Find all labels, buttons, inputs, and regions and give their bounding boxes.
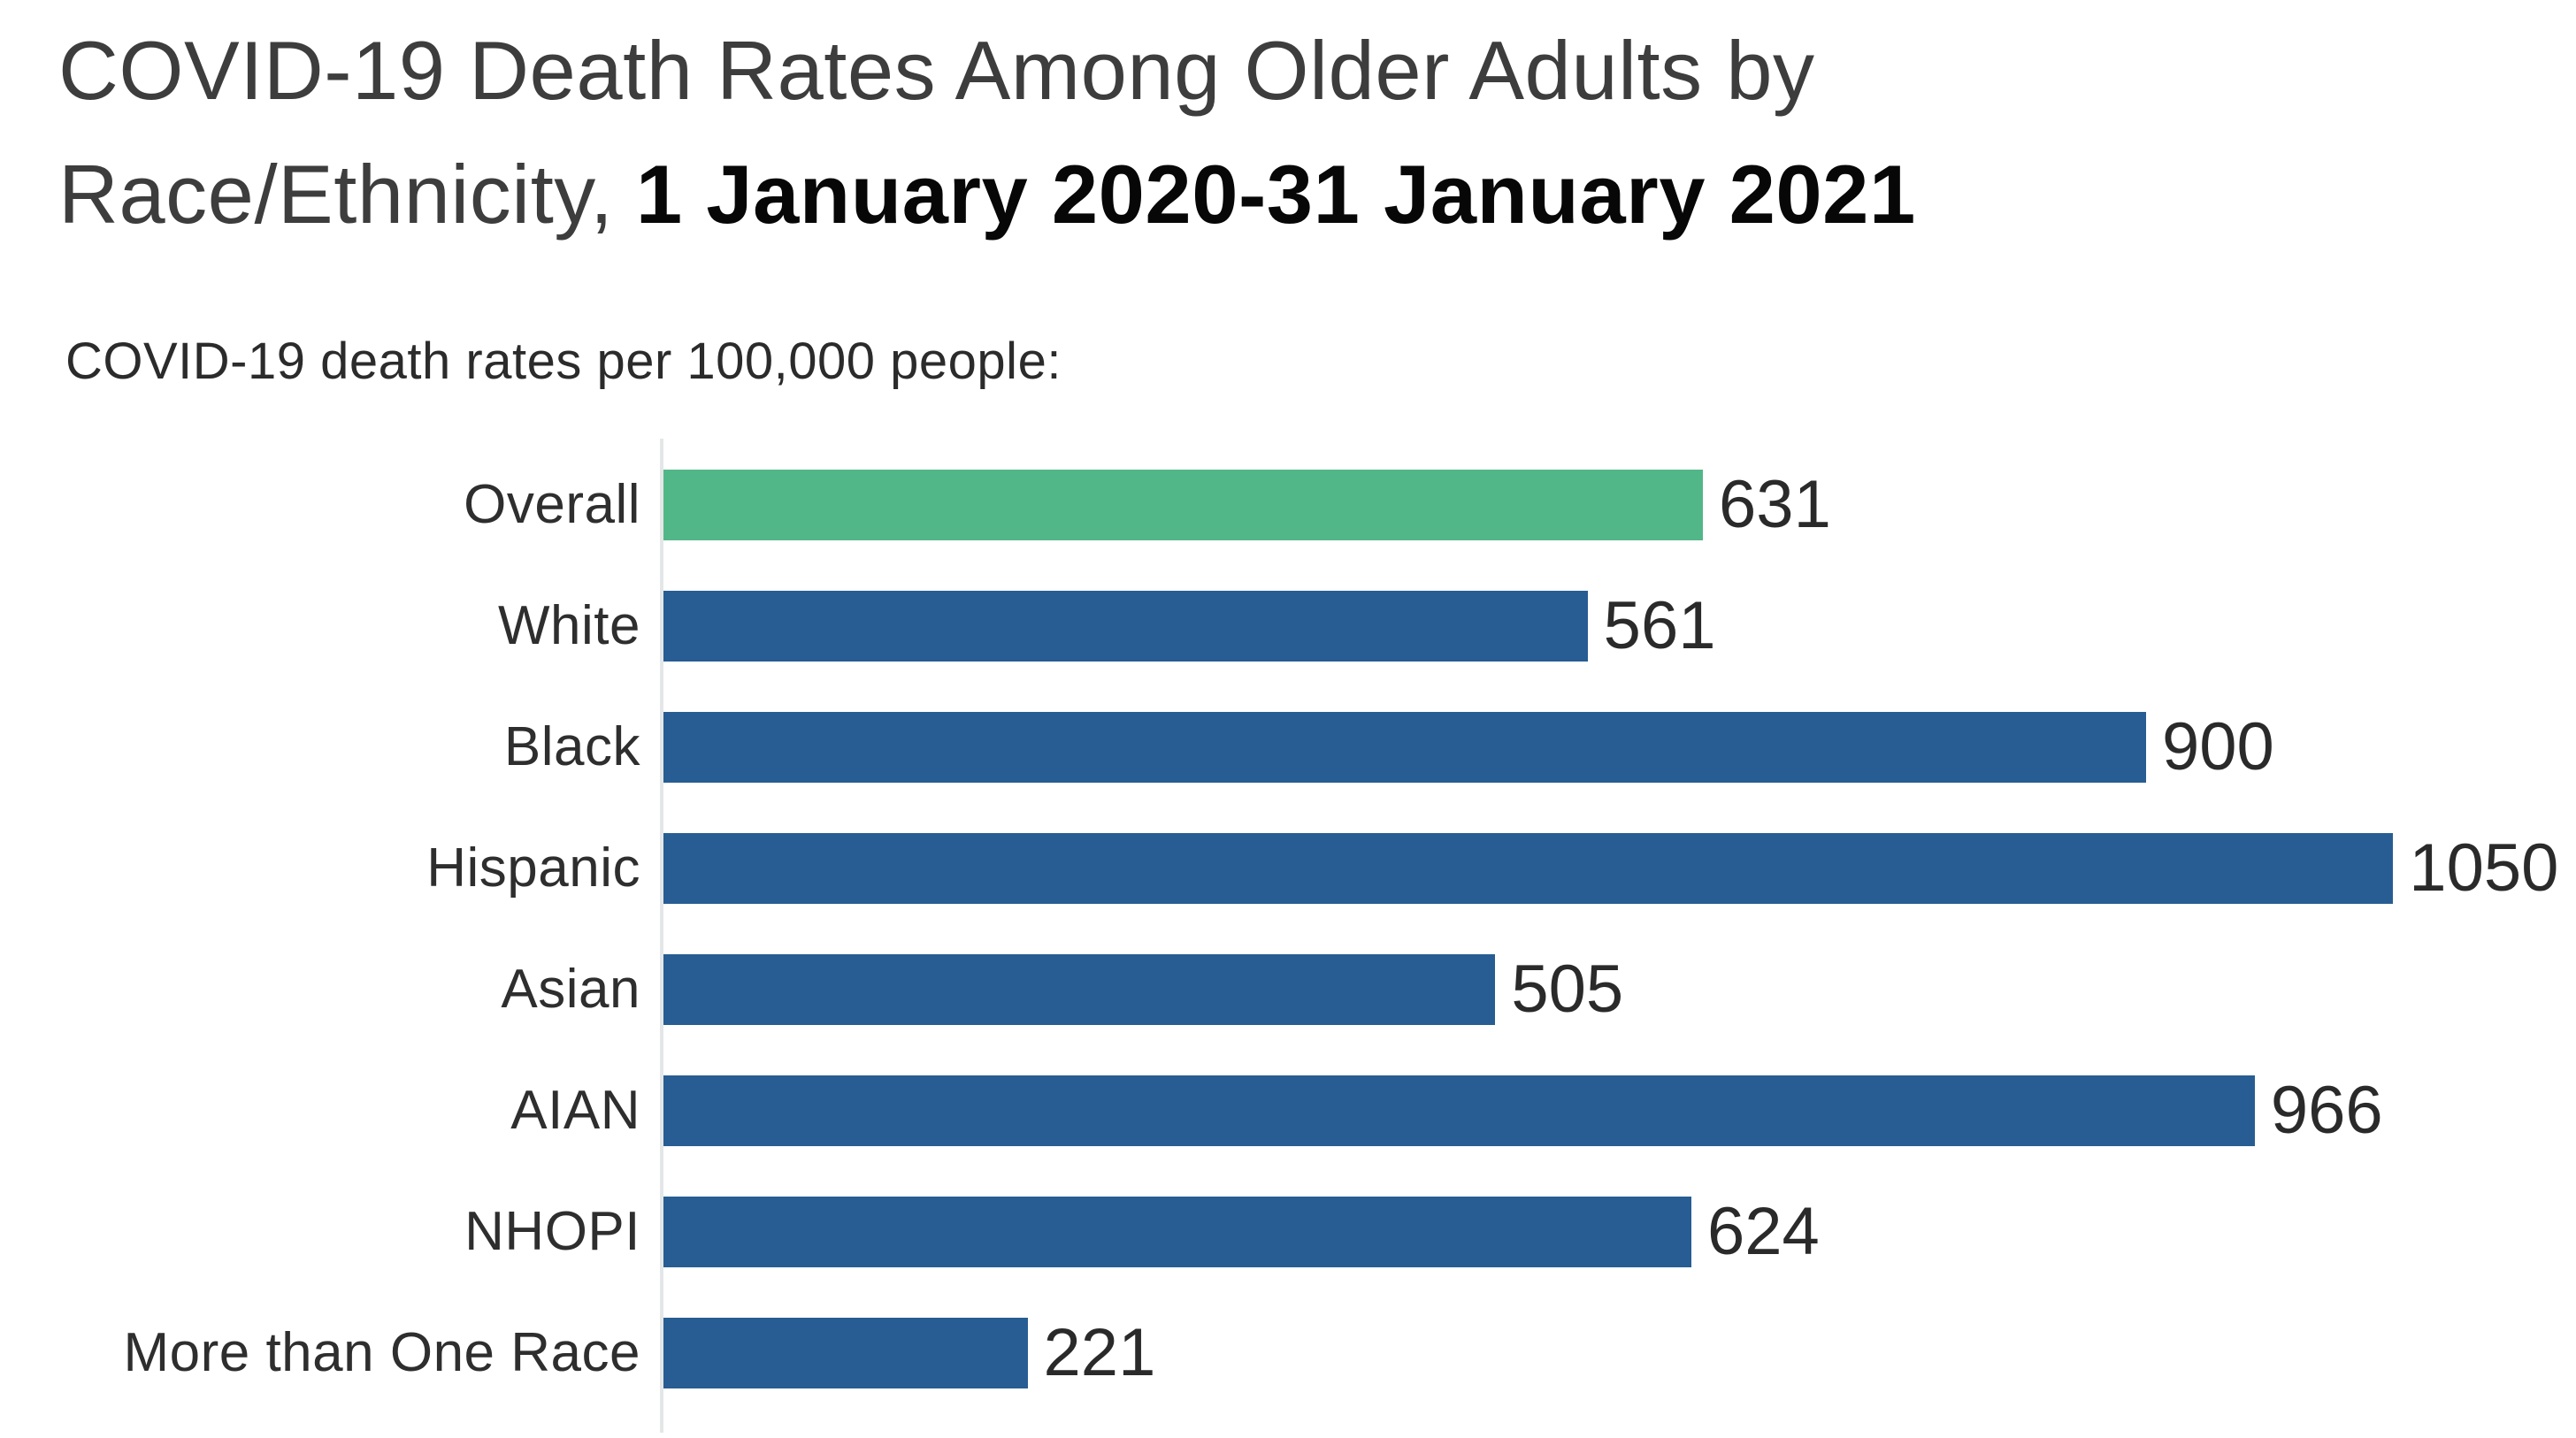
chart-subtitle: COVID-19 death rates per 100,000 people: [65,333,1062,390]
bar-row: NHOPI 624 [0,1171,2576,1292]
bar-track: 221 [663,1315,2576,1390]
bar-track: 900 [663,709,2576,784]
value-label: 505 [1511,952,1624,1027]
chart-title-line2-regular: Race/Ethnicity, [58,148,614,241]
bar [663,1196,1691,1267]
bar [663,1075,2255,1146]
bar [663,711,2146,783]
bar-row: More than One Race 221 [0,1292,2576,1413]
value-label: 631 [1719,467,1831,542]
value-label: 1050 [2409,830,2559,906]
bar-track: 966 [663,1073,2576,1148]
bar [663,832,2394,904]
bar-row: Overall 631 [0,444,2576,565]
bar-row: White 561 [0,565,2576,686]
value-label: 561 [1603,588,1716,663]
category-label: Hispanic [426,838,640,899]
value-label: 966 [2270,1073,2383,1148]
bar-track: 631 [663,467,2576,542]
category-label: NHOPI [464,1201,640,1262]
category-label: Overall [464,474,640,535]
chart-title: COVID-19 Death Rates Among Older Adults … [58,9,2199,256]
bar [663,953,1496,1025]
value-label: 900 [2161,709,2274,784]
bar [663,1317,1028,1388]
bar [663,590,1588,662]
chart-title-date-range: 1 January 2020-31 January 2021 [635,148,1916,241]
bar-track: 624 [663,1194,2576,1269]
bar-track: 505 [663,952,2576,1027]
category-label: More than One Race [123,1322,640,1383]
bar-track: 1050 [663,830,2576,906]
bar-row: AIAN 966 [0,1050,2576,1171]
value-label: 221 [1043,1315,1156,1390]
bar-track: 561 [663,588,2576,663]
category-axis-line [660,439,663,1433]
category-label: Asian [501,959,640,1020]
value-label: 624 [1707,1194,1820,1269]
bar [663,469,1704,540]
chart-title-line1: COVID-19 Death Rates Among Older Adults … [58,24,1815,117]
bar-row: Black 900 [0,686,2576,807]
bar-chart: Overall 631 White 561 Black 900 Hispanic 1050 As… [0,439,2576,1433]
bar-row: Hispanic 1050 [0,807,2576,929]
category-label: AIAN [510,1080,640,1141]
category-label: White [498,595,640,656]
bars-container: Overall 631 White 561 Black 900 Hispanic 1050 As… [0,444,2576,1413]
category-label: Black [503,716,640,777]
bar-row: Asian 505 [0,929,2576,1050]
